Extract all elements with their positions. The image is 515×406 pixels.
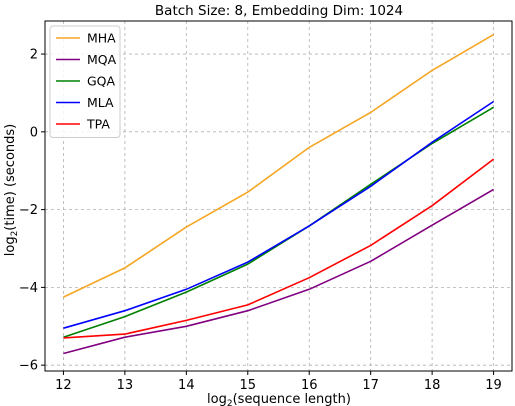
y-tick-label: 0	[30, 125, 38, 140]
legend: MHA MQA GQA MLA TPA	[49, 25, 121, 138]
y-tick-label: −2	[19, 203, 38, 218]
series-line-mha	[63, 33, 495, 298]
legend-label-tpa: TPA	[86, 117, 110, 132]
x-axis-label: log2(sequence length)	[207, 392, 351, 406]
x-tick-label: 19	[485, 378, 502, 393]
series-line-mla	[63, 100, 495, 329]
legend-label-mha: MHA	[87, 31, 116, 46]
series-line-mqa	[63, 188, 495, 355]
y-tick-label: −4	[19, 281, 38, 296]
series-lines	[63, 33, 495, 355]
y-tick-label: 2	[30, 48, 38, 63]
y-axis-label: log2(time) (seconds)	[3, 124, 20, 257]
legend-label-mla: MLA	[87, 95, 114, 110]
x-tick-label: 18	[424, 378, 441, 393]
legend-label-gqa: GQA	[87, 74, 116, 89]
x-tick-label: 12	[55, 378, 72, 393]
y-tick-label: −6	[19, 359, 38, 374]
legend-box	[49, 25, 121, 138]
x-tick-label: 16	[301, 378, 318, 393]
series-line-gqa	[63, 106, 495, 338]
chart-title: Batch Size: 8, Embedding Dim: 1024	[155, 3, 403, 19]
axis-ticks: 12 13 14 15 16 17 18 19 −6 −4 −2 0 2	[19, 48, 502, 393]
x-tick-label: 14	[178, 378, 195, 393]
x-tick-label: 15	[240, 378, 257, 393]
series-line-tpa	[63, 158, 495, 339]
plot-frame	[44, 20, 513, 372]
x-tick-label: 13	[117, 378, 134, 393]
grid	[45, 21, 512, 371]
legend-label-mqa: MQA	[87, 52, 117, 67]
x-tick-label: 17	[362, 378, 379, 393]
